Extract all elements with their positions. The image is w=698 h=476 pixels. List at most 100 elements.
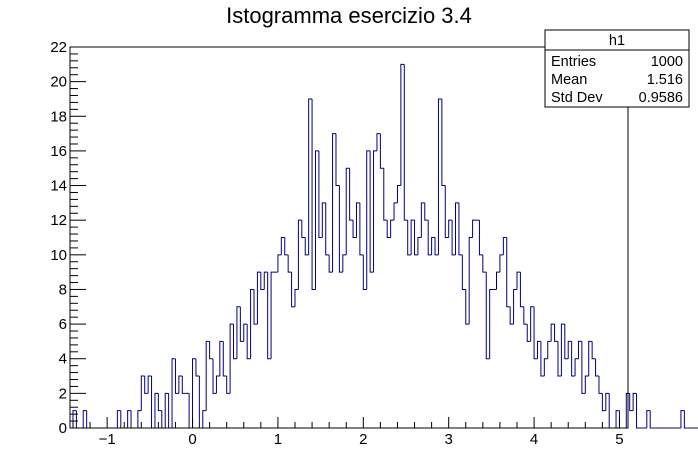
histogram-bin (314, 150, 319, 290)
histogram-bin (297, 219, 302, 290)
histogram-bin (321, 202, 326, 238)
histogram-bin (595, 358, 599, 377)
histogram-bin (482, 254, 487, 273)
x-tick-label: −1 (99, 431, 116, 448)
histogram-bin (390, 219, 395, 238)
plot-frame (69, 46, 629, 429)
histogram-bin (178, 375, 183, 394)
x-tick-label: 4 (530, 431, 538, 448)
y-tick-label: 2 (59, 385, 67, 402)
histogram-bin (263, 271, 268, 290)
histogram-bin (253, 289, 258, 325)
histogram-bin (246, 324, 251, 360)
histogram-bin (291, 272, 295, 308)
histogram-bin (219, 340, 224, 377)
histogram-bin (506, 237, 511, 308)
histogram-bin (567, 340, 572, 359)
histogram-bin (615, 410, 620, 428)
histogram-bin (554, 324, 558, 342)
histogram-bin (543, 358, 548, 377)
histogram-bin (396, 185, 401, 203)
histogram-bin (533, 306, 538, 360)
y-tick-label: 14 (50, 178, 67, 195)
histogram-bin (516, 271, 521, 290)
y-tick-label: 20 (50, 74, 67, 91)
histogram-bin (157, 393, 162, 412)
histogram-bin (680, 410, 685, 428)
histogram-bin (649, 410, 654, 429)
histogram-bin (284, 237, 289, 256)
y-axis: 0 2 4 6 8 10 12 14 16 18 20 22 (50, 39, 86, 437)
histogram-bin (349, 168, 354, 221)
histogram-bin (598, 376, 603, 394)
histogram-bin (277, 254, 282, 273)
histogram-bin (485, 272, 490, 360)
x-tick-label: 2 (359, 431, 367, 448)
y-tick-label: 10 (50, 247, 67, 264)
histogram-bin (591, 341, 596, 360)
histogram-bin (414, 220, 418, 256)
histogram-bin (441, 98, 446, 187)
histogram-bin (154, 392, 159, 428)
histogram-bin (646, 410, 651, 428)
histogram-bin (502, 237, 507, 255)
histogram-bin (260, 272, 265, 290)
histogram-bin (209, 341, 214, 360)
histogram-bin (420, 202, 425, 238)
histogram-bin (629, 393, 634, 412)
histogram-bin (174, 358, 179, 394)
x-tick-label: 1 (274, 431, 282, 448)
histogram-bin (127, 410, 132, 428)
histogram-bin (410, 219, 415, 255)
histogram-bin (229, 323, 234, 394)
histogram-bin (636, 393, 640, 429)
histogram-bin (584, 375, 589, 394)
histogram-bin (243, 323, 248, 342)
histogram-bin (550, 323, 555, 342)
histogram-bin (301, 220, 306, 238)
histogram-bin (625, 392, 630, 428)
x-axis: −1 0 1 2 3 4 5 (72, 417, 624, 448)
histogram-bin (588, 340, 593, 377)
histogram-bin (355, 202, 360, 238)
histogram-bin (530, 306, 535, 342)
histogram-bin (352, 220, 357, 238)
histogram-bin (181, 376, 186, 394)
histogram-bin (468, 237, 473, 325)
histogram-bin (496, 271, 500, 290)
histogram-bin (465, 289, 470, 325)
histogram-bin (239, 306, 244, 342)
histogram-bin (540, 341, 545, 377)
histogram-bin (601, 393, 606, 412)
stats-entries-value: 1000 (651, 54, 683, 70)
y-tick-label: 0 (59, 420, 67, 437)
x-tick-label: 0 (188, 431, 196, 448)
histogram-bin (325, 202, 330, 256)
histogram-bin (116, 410, 121, 428)
histogram-bin (256, 271, 261, 325)
histogram-bin (461, 254, 466, 290)
histogram-bin (437, 98, 442, 255)
histogram-bin (458, 202, 463, 256)
histogram-bin (379, 133, 384, 169)
histogram-bin (338, 185, 343, 273)
stats-box: h1 Entries 1000 Mean 1.516 Std Dev 0.958… (544, 29, 690, 108)
histogram-bin (202, 410, 207, 428)
histogram-bin (451, 220, 456, 256)
histogram-bin (407, 220, 412, 256)
stats-stddev-label: Std Dev (551, 90, 603, 106)
histogram-bin (318, 150, 323, 238)
histogram-bin (557, 341, 562, 377)
histogram-bin (424, 202, 429, 221)
y-tick-label: 4 (59, 351, 67, 368)
histogram-bin (403, 64, 408, 221)
histogram-bin (489, 288, 494, 359)
histogram-bin (427, 220, 432, 256)
histogram-bin (195, 358, 200, 377)
histogram-bin (417, 237, 422, 255)
chart-title: Istogramma esercizio 3.4 (226, 3, 472, 28)
histogram-bin (164, 392, 169, 428)
histogram-bin (205, 340, 210, 411)
histogram-bin (192, 358, 196, 428)
histogram-bin (140, 375, 145, 411)
